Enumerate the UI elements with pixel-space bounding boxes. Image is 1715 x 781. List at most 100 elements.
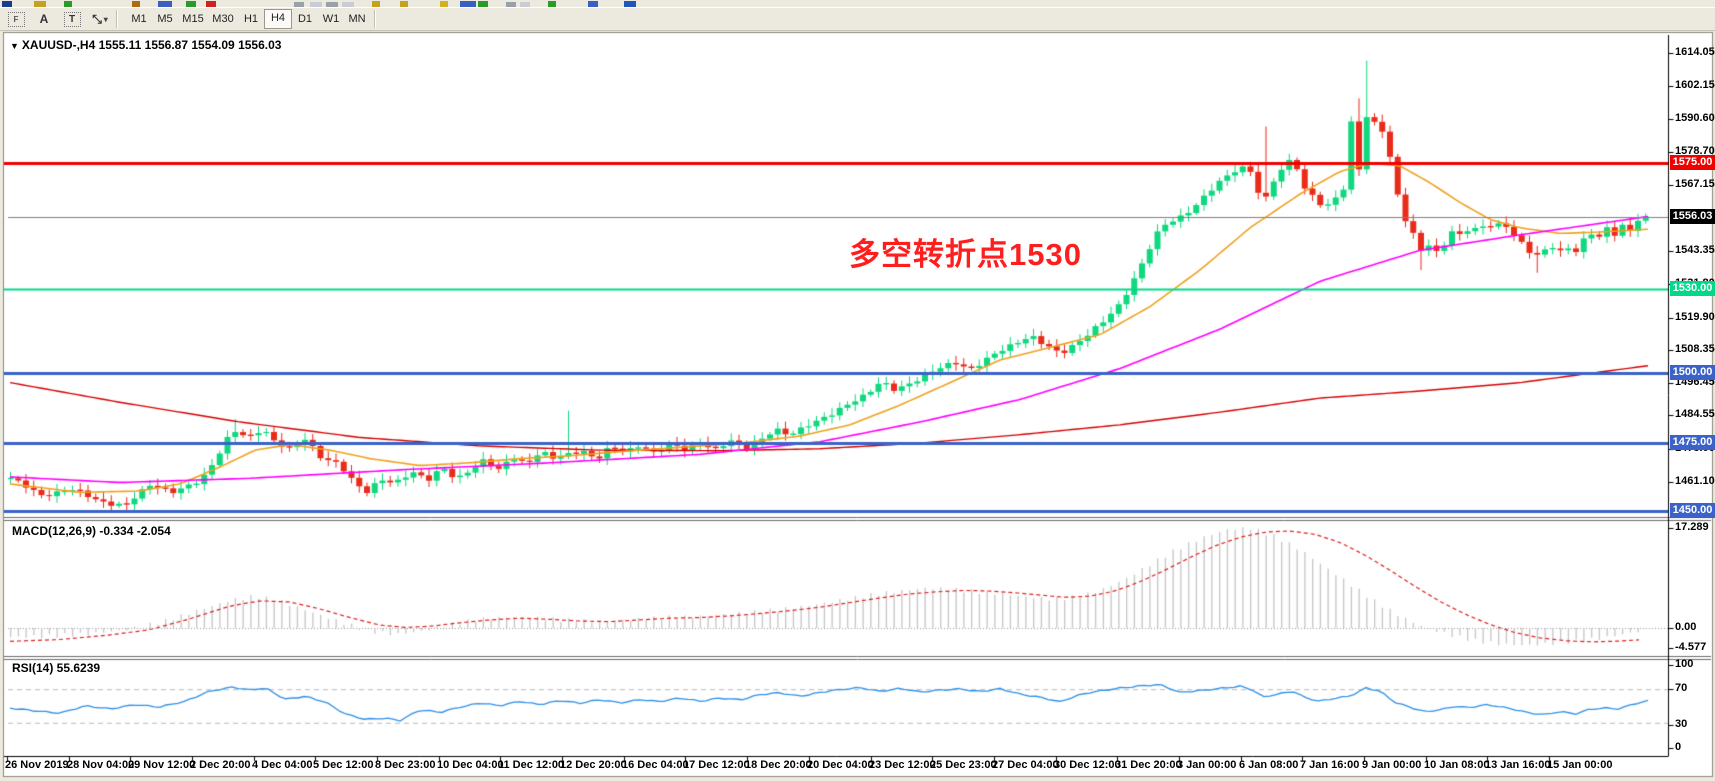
time-axis-label: 5 Dec 12:00 — [313, 759, 374, 771]
clipped-icon-fragment — [64, 1, 72, 7]
price-axis-label: 1590.60 — [1675, 112, 1715, 124]
fibo-lines-icon[interactable]: F — [4, 10, 28, 29]
rsi-axis-label: 70 — [1675, 682, 1688, 694]
rsi-axis-label: 0 — [1675, 741, 1682, 753]
clipped-icon-fragment — [624, 1, 636, 7]
dropdown-caret-icon[interactable]: ▾ — [103, 14, 108, 24]
fibo-grid-glyph: F — [7, 11, 25, 27]
clipped-icon-fragment — [34, 1, 46, 7]
symbol-ohlc-text: XAUUSD-,H4 1555.11 1556.87 1554.09 1556.… — [21, 38, 282, 52]
timeframe-button-w1[interactable]: W1 — [322, 13, 340, 25]
time-axis-label: 11 Dec 12:00 — [498, 759, 565, 771]
toolbar-separator — [116, 10, 118, 28]
timeframe-button-m15[interactable]: M15 — [182, 13, 204, 25]
time-axis-label: 29 Nov 12:00 — [128, 759, 196, 771]
price-badge-1450.00: 1450.00 — [1670, 503, 1715, 518]
timeframe-button-m30[interactable]: M30 — [212, 13, 234, 25]
time-axis-label: 4 Dec 04:00 — [252, 759, 313, 771]
clipped-icon-fragment — [342, 2, 354, 7]
price-axis-label: 1461.10 — [1675, 475, 1715, 487]
price-axis-label: 1567.15 — [1675, 178, 1715, 190]
letter-t-glyph: T — [63, 11, 81, 27]
time-axis-label: 30 Dec 12:00 — [1054, 759, 1121, 771]
price-badge-1475.00: 1475.00 — [1670, 435, 1715, 450]
timeframe-button-d1[interactable]: D1 — [297, 13, 313, 25]
time-axis-label: 12 Dec 20:00 — [560, 759, 627, 771]
rsi-indicator-label: RSI(14) 55.6239 — [12, 661, 101, 675]
time-axis-label: 26 Nov 2019 — [5, 759, 69, 771]
price-axis-label: 1614.05 — [1675, 46, 1715, 58]
clipped-icon-fragment — [478, 1, 488, 7]
macd-axis-label: -4.577 — [1675, 641, 1707, 653]
clipped-icon-fragment — [372, 1, 380, 7]
arrows-glyph: ⤡ — [92, 11, 102, 26]
timeframe-bar: M1 M5 M15 M30 H1 H4 D1 W1 MN — [126, 9, 370, 29]
drawing-toolbar: F A T ⤡ ▾ M1 M5 M15 M30 H1 H4 D1 W1 MN — [0, 8, 1715, 31]
clipped-icon-fragment — [326, 2, 338, 7]
chart-symbol-title[interactable]: ▼ XAUUSD-,H4 1555.11 1556.87 1554.09 1556… — [10, 38, 281, 52]
rsi-axis-label: 30 — [1675, 718, 1688, 730]
text-box-icon[interactable]: T — [60, 10, 84, 29]
time-axis-label: 6 Jan 08:00 — [1239, 759, 1299, 771]
time-axis-label: 16 Dec 04:00 — [622, 759, 689, 771]
price-badge-1530.00: 1530.00 — [1670, 281, 1715, 296]
text-label-icon[interactable]: A — [32, 10, 56, 29]
rsi-axis-label: 100 — [1675, 658, 1694, 670]
arrow-tools-icon[interactable]: ⤡ ▾ — [88, 10, 112, 29]
price-badge-1575.00: 1575.00 — [1670, 155, 1715, 170]
time-axis-label: 2 Dec 20:00 — [190, 759, 251, 771]
toolbar-separator — [374, 10, 376, 28]
price-axis-label: 1484.55 — [1675, 408, 1715, 420]
clipped-icon-fragment — [158, 1, 172, 7]
time-axis-label: 27 Dec 04:00 — [992, 759, 1059, 771]
timeframe-button-m1[interactable]: M1 — [131, 13, 147, 25]
price-axis-label: 1543.35 — [1675, 244, 1715, 256]
time-axis-label: 7 Jan 16:00 — [1300, 759, 1360, 771]
clipped-icon-fragment — [206, 1, 216, 7]
time-axis-label: 13 Jan 16:00 — [1485, 759, 1551, 771]
price-axis-label: 1508.35 — [1675, 343, 1715, 355]
time-axis-label: 8 Dec 23:00 — [375, 759, 436, 771]
time-axis-label: 10 Dec 04:00 — [437, 759, 504, 771]
macd-axis-label: 0.00 — [1675, 621, 1697, 633]
timeframe-button-h4[interactable]: H4 — [264, 9, 292, 29]
clipped-icon-fragment — [520, 2, 530, 7]
timeframe-button-mn[interactable]: MN — [348, 13, 366, 25]
clipped-icon-fragment — [506, 2, 516, 7]
time-axis-label: 25 Dec 23:00 — [930, 759, 997, 771]
time-axis-label: 17 Dec 12:00 — [683, 759, 750, 771]
clipped-icon-fragment — [310, 2, 322, 7]
price-axis-label: 1578.70 — [1675, 145, 1715, 157]
clipped-icon-fragment — [132, 1, 140, 7]
clipped-icon-fragment — [186, 1, 196, 7]
time-axis-label: 28 Nov 04:00 — [67, 759, 135, 771]
clipped-icon-fragment — [2, 1, 12, 7]
price-axis-label: 1602.15 — [1675, 79, 1715, 91]
price-axis-label: 1519.90 — [1675, 311, 1715, 323]
letter-a-glyph: A — [39, 12, 49, 26]
timeframe-button-h1[interactable]: H1 — [243, 13, 259, 25]
clipped-icon-fragment — [460, 1, 476, 7]
time-axis-label: 15 Jan 00:00 — [1547, 759, 1613, 771]
clipped-icon-fragment — [294, 2, 304, 7]
timeframe-button-m5[interactable]: M5 — [157, 13, 173, 25]
macd-indicator-label: MACD(12,26,9) -0.334 -2.054 — [12, 524, 171, 538]
time-axis-label: 31 Dec 20:00 — [1115, 759, 1182, 771]
time-axis-label: 20 Dec 04:00 — [807, 759, 874, 771]
price-badge-1500.00: 1500.00 — [1670, 365, 1715, 380]
symbol-dropdown-icon[interactable]: ▼ — [10, 41, 19, 51]
time-axis-label: 9 Jan 00:00 — [1362, 759, 1422, 771]
trend-annotation-text: 多空转折点1530 — [849, 237, 1082, 272]
clipped-icon-fragment — [588, 1, 598, 7]
clipped-icon-fragment — [400, 1, 408, 7]
macd-axis-label: 17.289 — [1675, 521, 1709, 533]
clipped-icon-fragment — [548, 1, 556, 7]
clipped-toolbar-strip — [0, 0, 1715, 8]
time-axis-label: 18 Dec 20:00 — [745, 759, 812, 771]
time-axis-label: 10 Jan 08:00 — [1424, 759, 1490, 771]
time-axis-label: 3 Jan 00:00 — [1177, 759, 1237, 771]
clipped-icon-fragment — [440, 1, 448, 7]
price-badge-1556.03: 1556.03 — [1670, 209, 1715, 224]
